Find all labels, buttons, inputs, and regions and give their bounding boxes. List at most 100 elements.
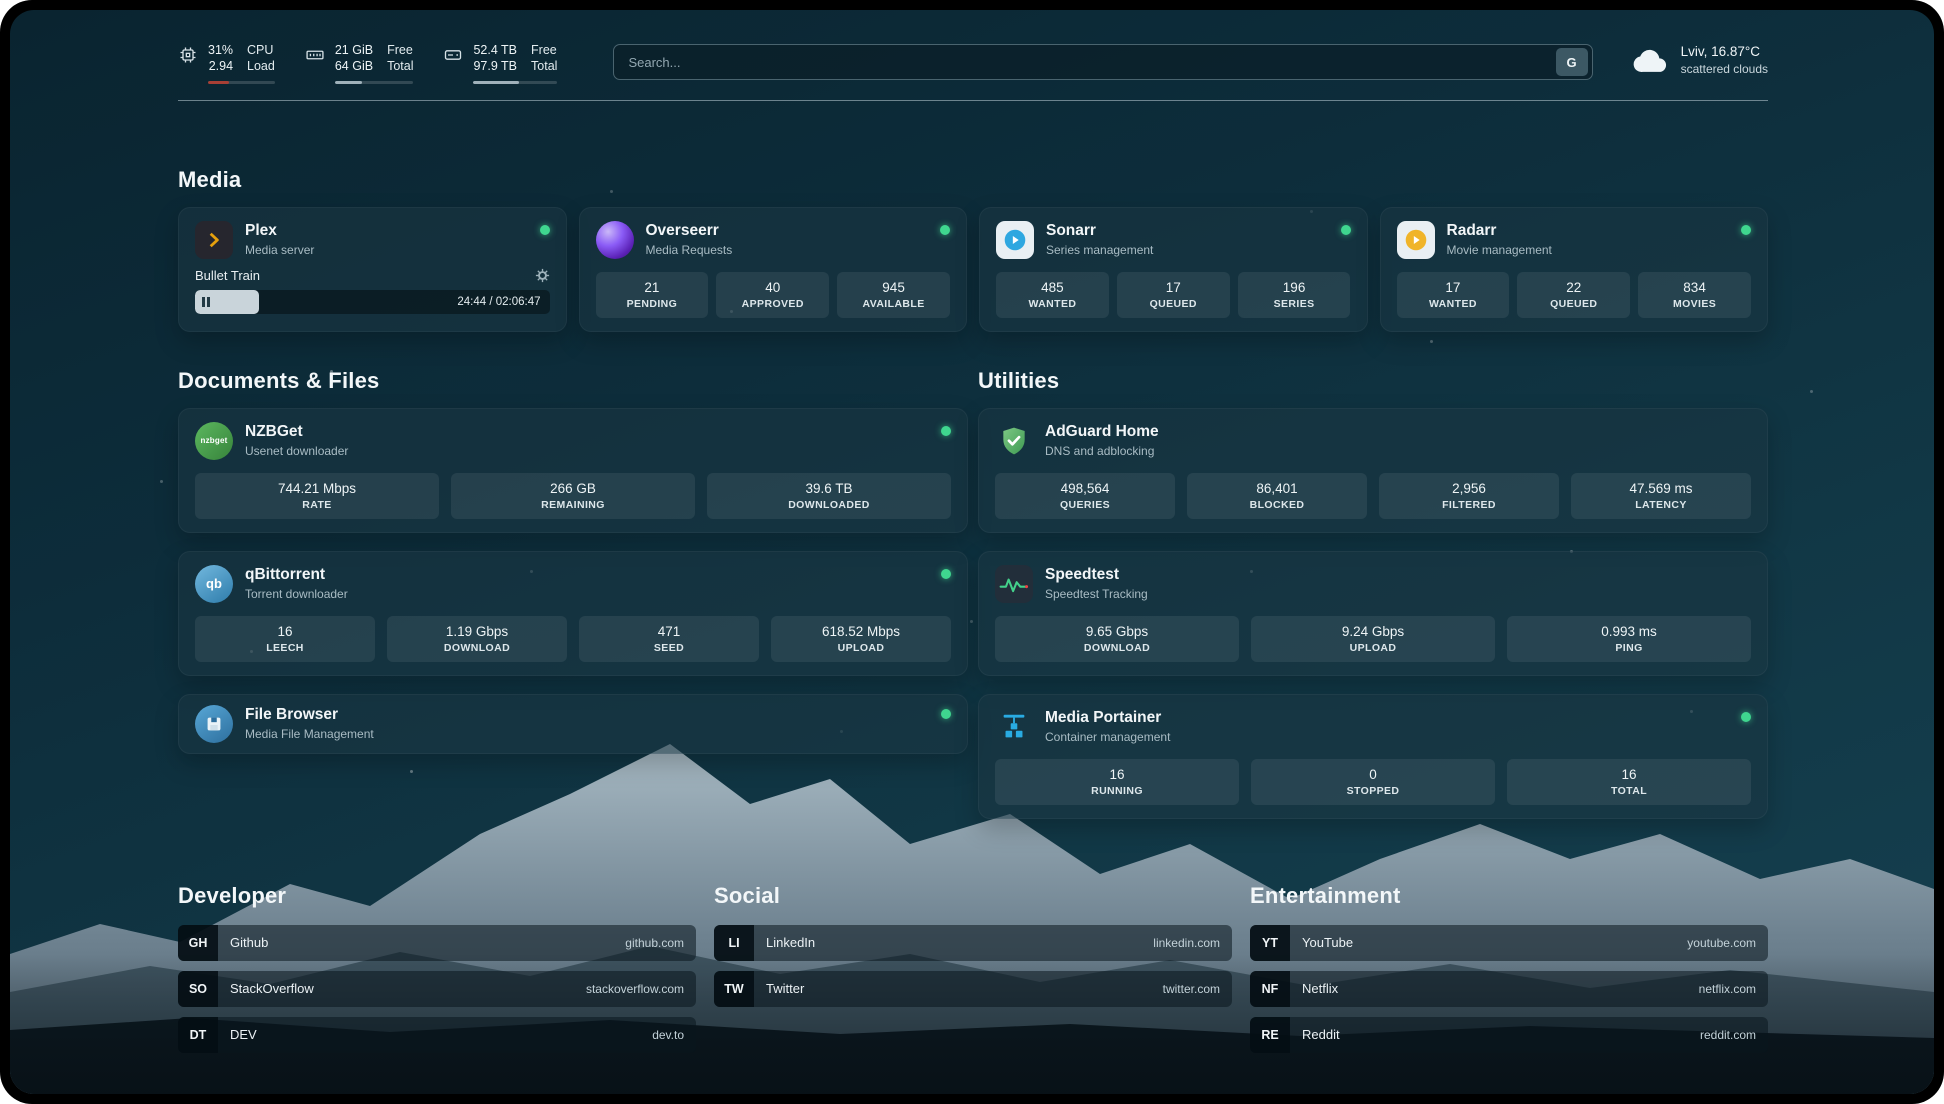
ram-icon xyxy=(305,45,325,65)
app-card-speedtest[interactable]: Speedtest Speedtest Tracking 9.65 GbpsDO… xyxy=(978,551,1768,676)
radarr-icon xyxy=(1397,221,1435,259)
youtube-abbr-icon: YT xyxy=(1250,925,1290,961)
section-media: Media Plex Media server xyxy=(178,167,1768,332)
speedtest-icon xyxy=(995,565,1033,603)
bookmark-github[interactable]: GH Github github.com xyxy=(178,925,696,961)
section-developer: Developer GH Github github.com SO StackO… xyxy=(178,883,696,1053)
bookmark-reddit[interactable]: RE Reddit reddit.com xyxy=(1250,1017,1768,1053)
app-card-overseerr[interactable]: Overseerr Media Requests 21PENDING 40APP… xyxy=(579,207,968,332)
app-name: Sonarr xyxy=(1046,222,1153,240)
app-card-radarr[interactable]: Radarr Movie management 17WANTED 22QUEUE… xyxy=(1380,207,1769,332)
topbar: 31% 2.94 CPU Load xyxy=(178,10,1768,84)
section-documents: Documents & Files nzbget NZBGet Usenet d… xyxy=(178,368,968,819)
stat-rate: 744.21 MbpsRATE xyxy=(195,473,439,519)
app-subtitle: Media Requests xyxy=(646,243,733,257)
playback-time: 24:44 / 02:06:47 xyxy=(457,296,549,308)
app-card-filebrowser[interactable]: File Browser Media File Management xyxy=(178,694,968,754)
search-engine-button[interactable]: G xyxy=(1556,48,1588,76)
stat-latency: 47.569 msLATENCY xyxy=(1571,473,1751,519)
app-card-portainer[interactable]: Media Portainer Container management 16R… xyxy=(978,694,1768,819)
plex-icon xyxy=(195,221,233,259)
disk-free: 52.4 TB xyxy=(473,42,517,58)
app-name: Overseerr xyxy=(646,222,733,240)
disk-widget: 52.4 TB 97.9 TB Free Total xyxy=(443,42,557,84)
bookmark-stackoverflow[interactable]: SO StackOverflow stackoverflow.com xyxy=(178,971,696,1007)
developer-section-title: Developer xyxy=(178,883,696,909)
app-card-sonarr[interactable]: Sonarr Series management 485WANTED 17QUE… xyxy=(979,207,1368,332)
weather-location: Lviv, 16.87°C xyxy=(1681,44,1768,59)
bookmark-dev[interactable]: DT DEV dev.to xyxy=(178,1017,696,1053)
app-subtitle: Speedtest Tracking xyxy=(1045,587,1148,601)
app-subtitle: Media File Management xyxy=(245,727,374,741)
stat-upload: 9.24 GbpsUPLOAD xyxy=(1251,616,1495,662)
app-name: qBittorrent xyxy=(245,566,348,584)
stat-remaining: 266 GBREMAINING xyxy=(451,473,695,519)
topbar-divider xyxy=(178,100,1768,101)
adguard-icon xyxy=(995,422,1033,460)
search-bar[interactable]: G xyxy=(613,44,1592,80)
bookmark-linkedin[interactable]: LI LinkedIn linkedin.com xyxy=(714,925,1232,961)
app-subtitle: Container management xyxy=(1045,730,1170,744)
bookmark-twitter[interactable]: TW Twitter twitter.com xyxy=(714,971,1232,1007)
app-subtitle: Movie management xyxy=(1447,243,1552,257)
stat-wanted: 485WANTED xyxy=(996,272,1109,318)
twitter-abbr-icon: TW xyxy=(714,971,754,1007)
status-dot xyxy=(540,225,550,235)
portainer-icon xyxy=(995,708,1033,746)
status-dot xyxy=(941,709,951,719)
section-utilities: Utilities xyxy=(978,368,1768,819)
stat-queries: 498,564QUERIES xyxy=(995,473,1175,519)
app-card-nzbget[interactable]: nzbget NZBGet Usenet downloader xyxy=(178,408,968,533)
disk-usage-bar xyxy=(473,81,557,84)
cpu-percent: 31% xyxy=(208,42,233,58)
sonarr-icon xyxy=(996,221,1034,259)
qbittorrent-icon: qb xyxy=(195,565,233,603)
ram-free-label: Free xyxy=(387,42,413,58)
reddit-abbr-icon: RE xyxy=(1250,1017,1290,1053)
app-subtitle: Series management xyxy=(1046,243,1153,257)
app-name: Radarr xyxy=(1447,222,1552,240)
stat-seed: 471SEED xyxy=(579,616,759,662)
search-input[interactable] xyxy=(626,54,1555,71)
ram-total-label: Total xyxy=(387,58,413,74)
stat-blocked: 86,401BLOCKED xyxy=(1187,473,1367,519)
app-name: File Browser xyxy=(245,706,374,724)
stat-filtered: 2,956FILTERED xyxy=(1379,473,1559,519)
section-social: Social LI LinkedIn linkedin.com TW Twitt… xyxy=(714,883,1232,1053)
weather-widget[interactable]: Lviv, 16.87°C scattered clouds xyxy=(1633,44,1768,76)
pause-icon[interactable] xyxy=(202,297,210,307)
app-name: NZBGet xyxy=(245,423,348,441)
app-card-adguard[interactable]: AdGuard Home DNS and adblocking 498,564Q… xyxy=(978,408,1768,533)
utilities-section-title: Utilities xyxy=(978,368,1768,394)
cloud-icon xyxy=(1633,47,1669,74)
ram-total: 64 GiB xyxy=(335,58,373,74)
stat-download: 1.19 GbpsDOWNLOAD xyxy=(387,616,567,662)
app-subtitle: DNS and adblocking xyxy=(1045,444,1159,458)
settings-gear-icon[interactable] xyxy=(535,268,550,283)
bookmark-youtube[interactable]: YT YouTube youtube.com xyxy=(1250,925,1768,961)
github-abbr-icon: GH xyxy=(178,925,218,961)
app-card-qbittorrent[interactable]: qb qBittorrent Torrent downloader xyxy=(178,551,968,676)
stat-downloaded: 39.6 TBDOWNLOADED xyxy=(707,473,951,519)
stat-leech: 16LEECH xyxy=(195,616,375,662)
stat-download: 9.65 GbpsDOWNLOAD xyxy=(995,616,1239,662)
disk-free-label: Free xyxy=(531,42,557,58)
cpu-icon xyxy=(178,45,198,65)
app-name: Speedtest xyxy=(1045,566,1148,584)
app-card-plex[interactable]: Plex Media server Bullet Train xyxy=(178,207,567,332)
linkedin-abbr-icon: LI xyxy=(714,925,754,961)
disk-total: 97.9 TB xyxy=(473,58,517,74)
stat-running: 16RUNNING xyxy=(995,759,1239,805)
app-name: Media Portainer xyxy=(1045,709,1170,727)
ram-widget: 21 GiB 64 GiB Free Total xyxy=(305,42,414,84)
bookmark-netflix[interactable]: NF Netflix netflix.com xyxy=(1250,971,1768,1007)
stat-ping: 0.993 msPING xyxy=(1507,616,1751,662)
media-section-title: Media xyxy=(178,167,1768,193)
ram-free: 21 GiB xyxy=(335,42,373,58)
dev-abbr-icon: DT xyxy=(178,1017,218,1053)
disk-icon xyxy=(443,45,463,65)
social-section-title: Social xyxy=(714,883,1232,909)
plex-player-progress-bar[interactable]: 24:44 / 02:06:47 xyxy=(195,290,550,314)
status-dot xyxy=(941,569,951,579)
nzbget-icon: nzbget xyxy=(195,422,233,460)
